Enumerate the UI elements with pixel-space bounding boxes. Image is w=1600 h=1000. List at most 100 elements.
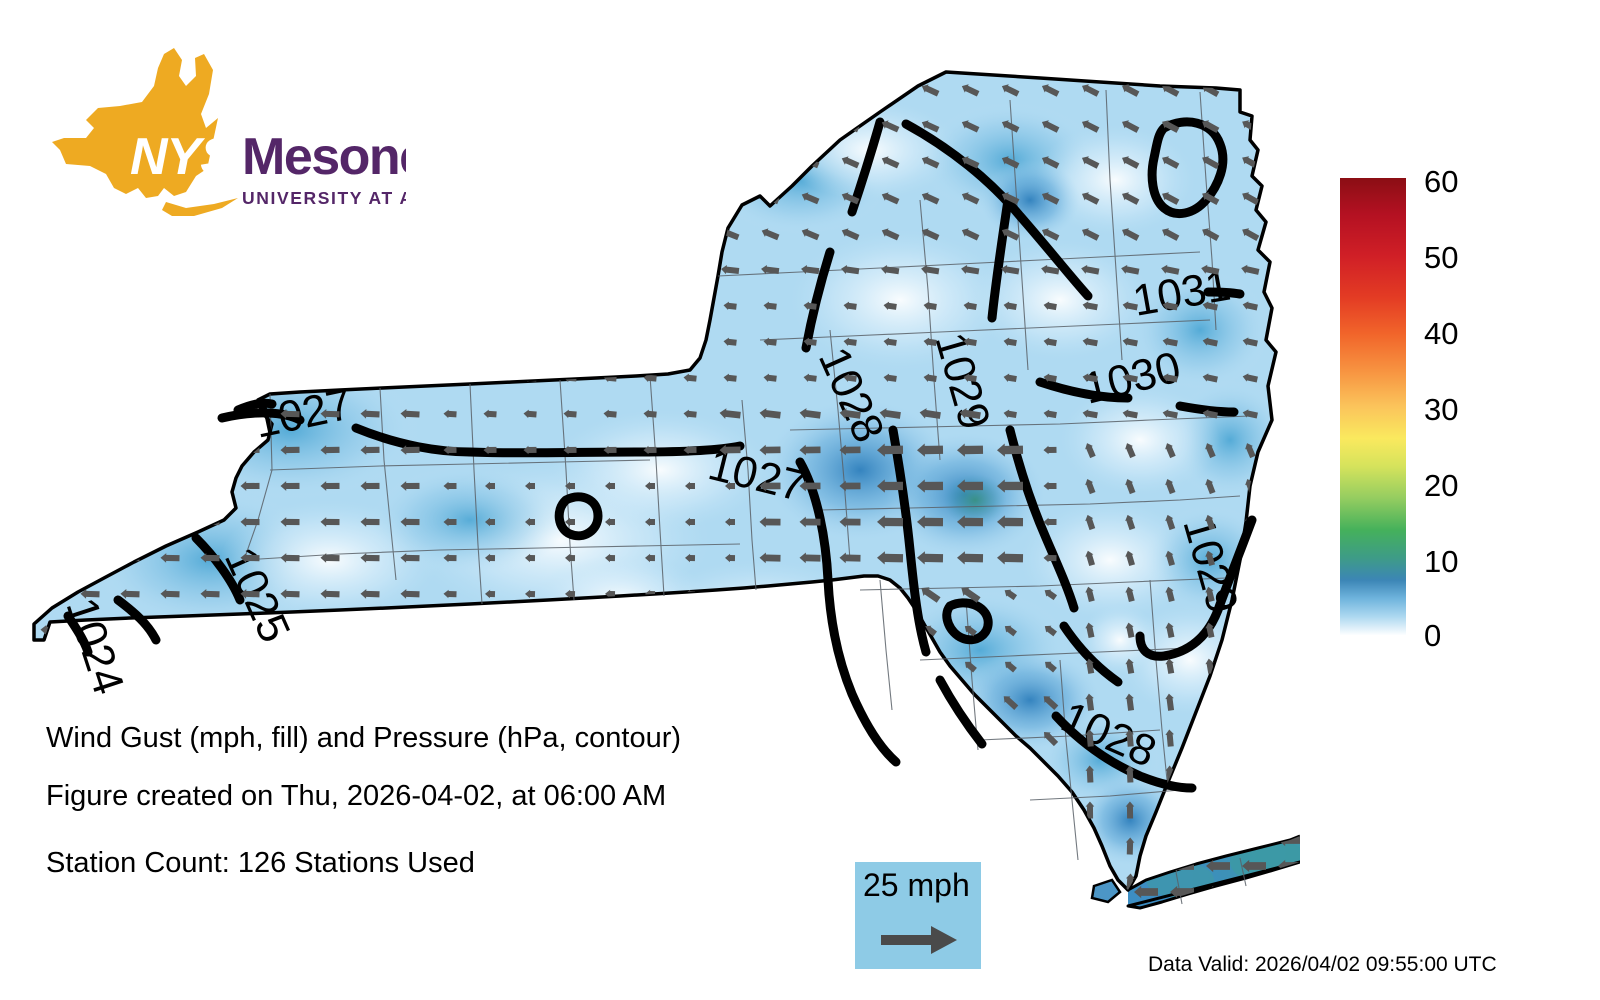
wind-arrow (523, 121, 538, 131)
wind-arrow (565, 589, 576, 599)
pressure-contours (63, 117, 1257, 793)
wind-arrow (799, 516, 821, 528)
wind-arrow (683, 337, 697, 347)
wind-arrow (1044, 803, 1058, 819)
wind-arrow (240, 84, 260, 96)
wind-arrow (525, 517, 536, 527)
wind-arrow (40, 481, 60, 491)
wind-arrow (881, 228, 900, 241)
wind-arrow (483, 445, 497, 455)
wind-arrow (1003, 409, 1017, 419)
wind-arrow (565, 481, 576, 491)
wind-arrow (443, 625, 457, 635)
wind-arrow (160, 517, 180, 527)
wind-arrow (963, 301, 977, 310)
wind-arrow (603, 301, 617, 311)
wind-arrow (1004, 661, 1017, 673)
wind-arrow (841, 841, 859, 851)
wind-arrow (924, 767, 938, 783)
wind-arrow (1242, 192, 1260, 206)
wind-arrow (683, 625, 697, 635)
wind-arrow (1004, 625, 1017, 637)
wind-arrow (160, 301, 180, 311)
ny-state-shape-icon (52, 48, 221, 198)
wind-arrow (839, 480, 861, 492)
wind-arrow (400, 481, 420, 491)
wind-arrow (200, 265, 220, 275)
wind-arrow (360, 517, 380, 527)
wind-arrow (921, 156, 940, 169)
wind-arrow (643, 85, 658, 96)
wind-arrow (400, 408, 420, 419)
wind-arrow (1205, 801, 1215, 819)
wind-arrow (799, 480, 821, 492)
wind-arrow (721, 841, 739, 851)
wind-arrow (923, 373, 937, 382)
wind-arrow (80, 192, 100, 204)
wind-arrow (483, 193, 498, 203)
wind-arrow (801, 120, 820, 133)
wind-arrow (877, 551, 904, 565)
wind-arrow (240, 373, 260, 383)
wind-arrow (523, 337, 537, 347)
wind-arrow (320, 84, 340, 96)
wind-arrow (641, 841, 659, 851)
wind-arrow (923, 337, 937, 346)
wind-arrow (763, 661, 777, 671)
wind-arrow (523, 193, 538, 203)
wind-arrow (320, 337, 340, 347)
wind-arrow (360, 192, 380, 204)
wind-arrow (839, 408, 861, 419)
wind-arrow (200, 660, 220, 671)
wind-arrow (80, 553, 100, 563)
wind-arrow (763, 625, 777, 635)
wind-arrow (1082, 301, 1098, 311)
wind-arrow (1122, 228, 1140, 241)
wind-arrow (240, 337, 260, 347)
wind-arrow (443, 445, 457, 455)
wind-arrow (803, 661, 817, 671)
wind-arrow (1041, 192, 1060, 205)
wind-arrow (1003, 337, 1017, 347)
wind-arrow (881, 156, 900, 169)
wind-arrow (240, 156, 260, 168)
wind-arrow (1041, 228, 1060, 241)
wind-arrow (957, 479, 984, 493)
wind-arrow (917, 515, 944, 529)
wind-arrow (160, 481, 180, 491)
wind-arrow (685, 517, 696, 527)
wind-arrow (400, 589, 420, 599)
wind-arrow (601, 697, 619, 707)
wind-arrow (360, 156, 380, 168)
wind-arrow (360, 624, 380, 635)
wind-arrow (1162, 373, 1178, 383)
wind-arrow (883, 661, 897, 671)
wind-arrow (1003, 696, 1019, 710)
wind-arrow (443, 337, 457, 347)
wind-arrow (1044, 839, 1058, 855)
wind-arrow (563, 445, 577, 455)
wind-arrow (761, 120, 780, 133)
wind-arrow (400, 156, 420, 168)
wind-arrow (400, 624, 420, 635)
wind-arrow (683, 373, 697, 383)
wind-arrow (280, 660, 300, 671)
wind-arrow (200, 481, 220, 491)
wind-arrow (200, 589, 220, 599)
wind-arrow (80, 120, 100, 132)
wind-arrow (160, 337, 180, 347)
wind-arrow (881, 264, 900, 275)
wind-arrow (1121, 264, 1140, 275)
wind-arrow (320, 265, 340, 275)
wind-arrow (360, 84, 380, 96)
wind-arrow (719, 408, 741, 419)
wind-arrow (240, 301, 260, 311)
wind-arrow (400, 336, 420, 347)
wind-arrow (280, 301, 300, 311)
wind-arrow (921, 587, 941, 603)
wind-arrow (917, 443, 944, 457)
wind-arrow (563, 229, 578, 240)
wind-arrow (1285, 873, 1295, 891)
wind-arrow (964, 767, 978, 783)
wind-arrow (921, 264, 940, 275)
